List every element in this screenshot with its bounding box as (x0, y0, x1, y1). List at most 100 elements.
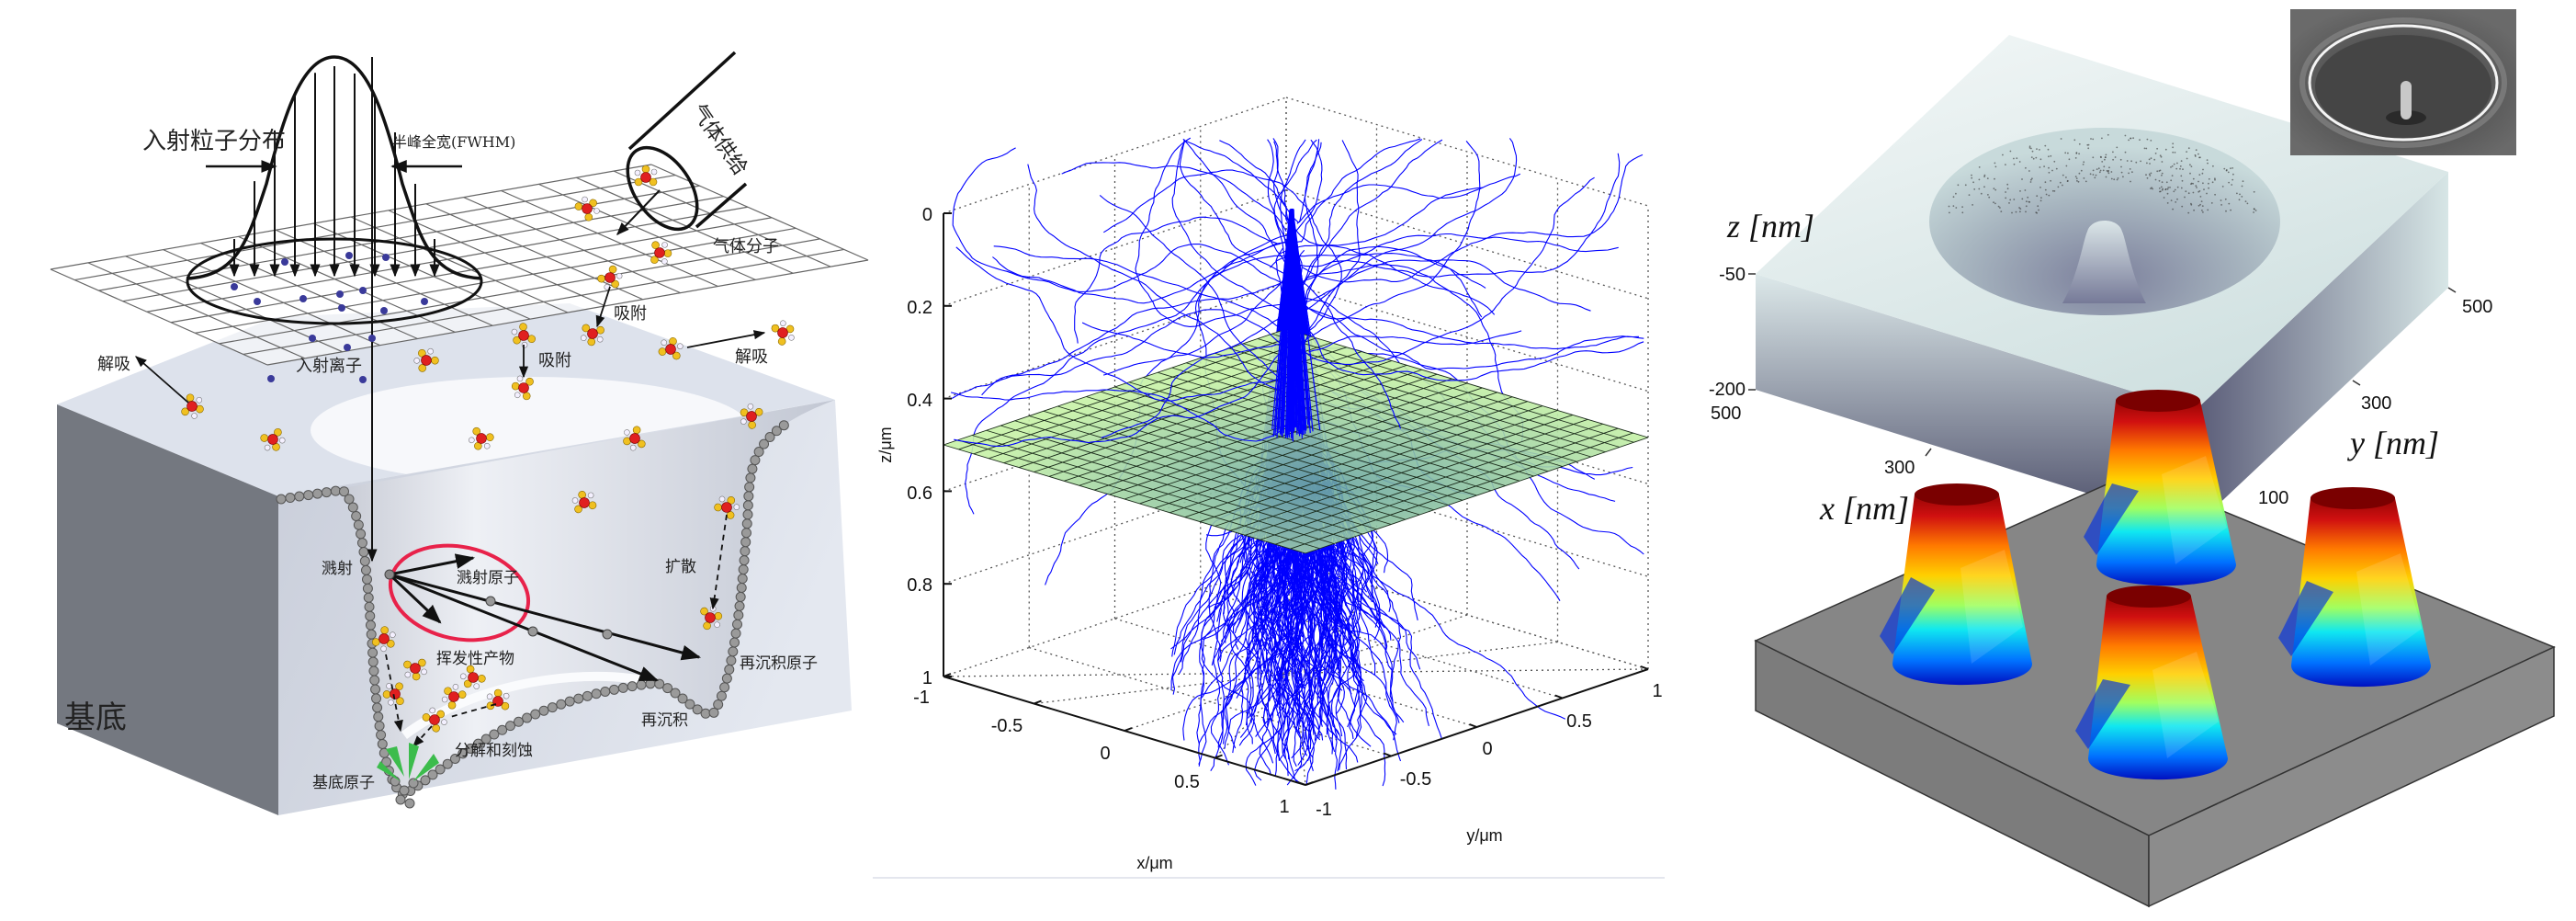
surface-atom (376, 730, 387, 741)
pillars (1880, 390, 2431, 780)
y-axis-label: y [nm] (2347, 425, 2439, 461)
surface-atom (538, 705, 549, 716)
deposit-dot (2037, 205, 2039, 208)
z-axis-label-text: z [nm] (1726, 208, 1814, 244)
surface-atom (480, 733, 491, 745)
deposit-dot (2064, 152, 2067, 154)
core-atom (654, 247, 665, 258)
surface-atom (497, 724, 508, 735)
surface-atom (373, 711, 384, 722)
deposit-dot (2140, 160, 2142, 163)
ligand (748, 421, 756, 429)
deposit-dot (2170, 199, 2173, 202)
deposit-dot (2195, 149, 2198, 152)
molecule (571, 491, 597, 514)
ligand (472, 426, 481, 436)
y-tick-mark (1554, 694, 1564, 699)
deposit-dot (2203, 188, 2205, 191)
deposit-dot (2107, 170, 2109, 173)
fwhm-label: 半峰全宽(FWHM) (392, 133, 515, 151)
deposit-dot (2062, 174, 2064, 176)
ligand (584, 212, 593, 222)
trajectory (993, 245, 1290, 335)
ligand (486, 701, 495, 711)
core-atom (640, 172, 651, 183)
deposit-dot (1983, 176, 1986, 178)
deposit-dot (2053, 190, 2056, 192)
surface-atom (368, 665, 379, 677)
deposit-dot (2160, 155, 2163, 158)
sputtered-atom-label: 溅射原子 (457, 569, 519, 587)
deposit-dot (2016, 157, 2018, 160)
redeposited-atom-label: 再沉积原子 (740, 654, 818, 673)
ligand (672, 351, 681, 360)
deposit-dot (2028, 145, 2031, 148)
deposit-dot (2035, 156, 2038, 159)
hydrogen (388, 699, 394, 706)
deposit-dot (2025, 166, 2027, 169)
deposit-dot (2199, 196, 2202, 198)
deposit-dot (2231, 184, 2233, 186)
ion-dot (299, 295, 307, 302)
decompose-etch-label: 分解和刻蚀 (455, 742, 533, 760)
surface-atom (617, 682, 628, 693)
deposit-dot (2193, 209, 2196, 211)
ion-trajectory-plot: 0 0.2 0.4 0.6 0.8 1 z/μm -1 -0.5 0 0.5 1… (873, 97, 1665, 879)
deposit-dot (2025, 205, 2028, 208)
core-atom (267, 434, 278, 445)
deposit-dot (2039, 199, 2042, 202)
molecule (422, 707, 447, 733)
deposit-dot (2048, 171, 2051, 174)
deposit-dot (2152, 188, 2154, 190)
deposit-dot (2132, 137, 2135, 140)
trajectory (1292, 271, 1401, 429)
gridline-floor (943, 668, 1649, 677)
deposit-dot (1972, 204, 1974, 206)
deposit-dot (2208, 187, 2210, 189)
deposit-dot (2044, 181, 2047, 184)
ion-dot (231, 283, 238, 290)
surface-atom (489, 729, 500, 740)
core-atom (746, 411, 757, 422)
y-tick-100: 100 (2258, 488, 2288, 508)
surface-atom (356, 538, 367, 549)
hydrogen (661, 339, 668, 347)
deposit-dot (2201, 205, 2204, 208)
deposit-dot (2112, 158, 2115, 161)
molecule (714, 495, 740, 519)
deposit-dot (2000, 210, 2003, 213)
core-atom (518, 330, 529, 341)
deposit-dot (2006, 188, 2009, 190)
molecule (580, 324, 604, 347)
pillar-facet (2075, 679, 2130, 749)
surface-atom (764, 432, 775, 443)
deposit-dot (2073, 139, 2076, 142)
surface-atom (505, 721, 516, 732)
deposit-dot (2083, 177, 2085, 179)
flying-atom (602, 629, 613, 640)
deposit-dot (2067, 152, 2069, 154)
core-atom (582, 203, 593, 214)
molecule (371, 626, 396, 653)
deposit-dot (2201, 210, 2203, 211)
deposit-dot (2159, 190, 2162, 193)
deposit-dot (2031, 150, 2034, 153)
trajectory (1291, 208, 1305, 436)
deposit-dot (2078, 153, 2081, 155)
deposit-dot (2124, 151, 2127, 154)
ion-dot (359, 287, 367, 294)
deposit-dot (2089, 173, 2092, 176)
molecule (634, 165, 658, 187)
surface-atom (759, 438, 770, 449)
surface-atom (564, 696, 575, 707)
deposit-dot (2159, 169, 2162, 172)
hydrogen (264, 444, 271, 451)
surface-atom (347, 502, 358, 513)
deposit-dot (2082, 164, 2085, 165)
pillar-top (2107, 586, 2191, 608)
deposit-dot (1988, 196, 1991, 199)
deposit-dot (2210, 202, 2213, 204)
deposit-dot (2029, 181, 2032, 183)
x-tick-300: 300 (1884, 458, 1915, 478)
surface-atom (713, 699, 724, 710)
